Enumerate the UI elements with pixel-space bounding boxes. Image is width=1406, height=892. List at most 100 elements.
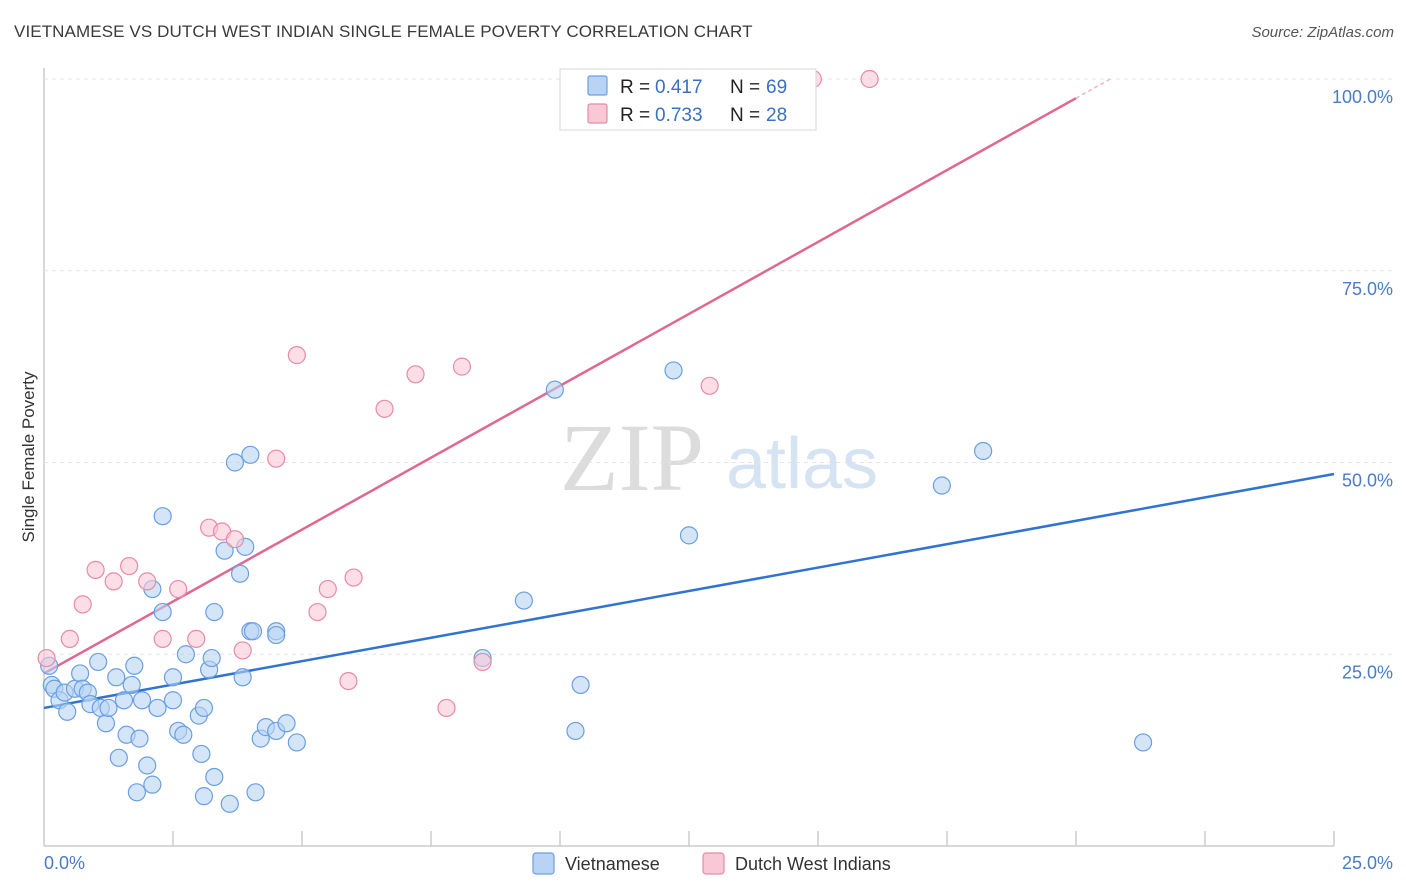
point-vietnamese [202, 648, 221, 668]
legend-swatch-dutch-west-indians [587, 103, 608, 124]
point-vietnamese [125, 656, 144, 675]
watermark-atlas: atlas [726, 424, 878, 504]
point-dutch-west-indians [437, 698, 456, 718]
legend-r-value-vietnamese: 0.417 [655, 77, 703, 98]
point-vietnamese [246, 783, 265, 802]
point-dutch-west-indians [267, 449, 286, 468]
point-dutch-west-indians [473, 652, 492, 672]
legend-r-value-dutch-west-indians: 0.733 [655, 105, 703, 126]
point-dutch-west-indians [406, 365, 425, 384]
point-vietnamese [545, 380, 564, 399]
point-vietnamese [153, 507, 172, 526]
legend-n-value-vietnamese: 69 [766, 77, 787, 98]
legend-box: R = 0.417 N = 69 R = 0.733 N = 28 [559, 68, 817, 131]
y-tick-label: 75.0% [1342, 279, 1393, 299]
legend-r-label-dutch-west-indians: R = [620, 105, 650, 126]
point-vietnamese [220, 794, 239, 813]
point-vietnamese [225, 453, 245, 472]
bottom-legend-swatch-dutch-west-indians [702, 852, 725, 875]
point-vietnamese [138, 756, 157, 775]
chart-source: Source: ZipAtlas.com [1251, 24, 1394, 41]
point-vietnamese [143, 775, 162, 794]
point-dutch-west-indians [287, 346, 306, 365]
point-dutch-west-indians [344, 568, 363, 587]
point-vietnamese [132, 691, 152, 710]
legend-n-label-vietnamese: N = [730, 77, 760, 98]
point-dutch-west-indians [138, 572, 157, 591]
legend-r-label-vietnamese: R = [620, 77, 650, 98]
bottom-legend-label-dutch-west-indians: Dutch West Indians [735, 854, 891, 874]
point-vietnamese [122, 675, 141, 695]
point-vietnamese [71, 664, 90, 683]
point-vietnamese [99, 698, 118, 718]
point-vietnamese [114, 691, 134, 710]
point-vietnamese [163, 691, 183, 710]
point-vietnamese [205, 767, 224, 787]
chart-title: VIETNAMESE VS DUTCH WEST INDIAN SINGLE F… [14, 22, 753, 41]
point-dutch-west-indians [73, 595, 92, 614]
point-dutch-west-indians [318, 579, 337, 599]
legend-n-value-dutch-west-indians: 28 [766, 105, 787, 126]
watermark-zip: ZIP [560, 404, 704, 511]
point-dutch-west-indians [153, 629, 172, 649]
point-vietnamese [287, 733, 306, 752]
point-dutch-west-indians [225, 530, 245, 549]
point-dutch-west-indians [375, 399, 394, 418]
point-vietnamese [205, 602, 224, 622]
point-vietnamese [174, 725, 193, 744]
point-vietnamese [58, 702, 77, 721]
point-vietnamese [194, 787, 214, 806]
point-vietnamese [571, 675, 590, 695]
point-vietnamese [148, 698, 167, 718]
point-dutch-west-indians [233, 641, 252, 660]
bottom-legend-swatch-vietnamese [532, 852, 555, 875]
point-vietnamese [566, 721, 585, 741]
point-vietnamese [194, 698, 214, 718]
y-tick-label: 100.0% [1332, 87, 1393, 107]
point-vietnamese [109, 748, 128, 767]
point-dutch-west-indians [187, 629, 206, 649]
point-vietnamese [277, 714, 296, 733]
point-vietnamese [664, 361, 683, 380]
point-dutch-west-indians [860, 69, 879, 89]
point-vietnamese [974, 441, 993, 461]
point-vietnamese [96, 714, 116, 733]
x-tick-label-max: 25.0% [1342, 853, 1393, 873]
point-vietnamese [163, 668, 183, 687]
point-vietnamese [267, 625, 286, 645]
point-vietnamese [230, 564, 250, 583]
point-vietnamese [153, 602, 172, 622]
x-tick-label-min: 0.0% [44, 853, 85, 873]
point-dutch-west-indians [169, 579, 188, 599]
point-vietnamese [192, 744, 211, 764]
bottom-legend-label-vietnamese: Vietnamese [565, 854, 660, 874]
point-vietnamese [241, 445, 260, 464]
point-dutch-west-indians [452, 357, 472, 376]
trend-line-0 [43, 472, 1335, 710]
legend-swatch-vietnamese [587, 75, 608, 96]
point-dutch-west-indians [60, 629, 79, 649]
point-dutch-west-indians [86, 560, 105, 579]
point-dutch-west-indians [120, 556, 139, 576]
y-tick-label: 25.0% [1342, 662, 1393, 682]
legend-n-label-dutch-west-indians: N = [730, 105, 760, 126]
bottom-legend: Vietnamese Dutch West Indians [532, 852, 891, 875]
trend-line-extension [1075, 77, 1113, 99]
point-vietnamese [176, 645, 195, 664]
point-vietnamese [130, 729, 149, 748]
point-vietnamese [127, 783, 146, 802]
point-dutch-west-indians [308, 602, 327, 622]
point-dutch-west-indians [700, 376, 719, 395]
point-vietnamese [932, 476, 951, 495]
point-dutch-west-indians [104, 572, 123, 591]
point-vietnamese [514, 591, 533, 610]
point-vietnamese [107, 668, 126, 687]
point-vietnamese [89, 652, 108, 672]
y-axis-label: Single Female Poverty [19, 371, 38, 543]
point-vietnamese [233, 668, 252, 687]
point-dutch-west-indians [37, 648, 56, 668]
point-vietnamese [215, 541, 234, 560]
point-vietnamese [243, 622, 263, 641]
point-vietnamese [679, 526, 699, 545]
